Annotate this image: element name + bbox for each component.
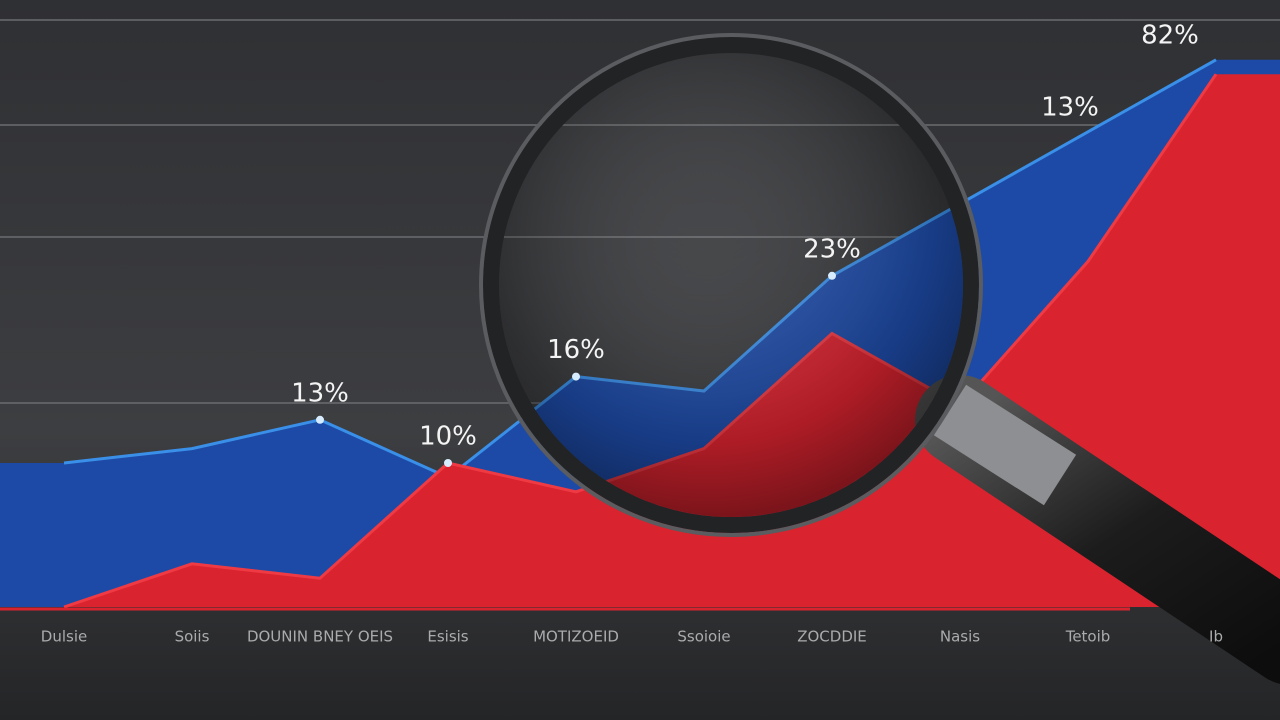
annotation: 13%: [1041, 93, 1099, 123]
point: [828, 271, 836, 280]
data-label: 16%: [547, 335, 605, 365]
magnifier: [479, 33, 1280, 684]
x-tick-label: ZOCDDIE: [797, 628, 867, 646]
x-tick-label: MOTIZOEID: [533, 628, 619, 646]
point: [444, 459, 452, 467]
data-label: 13%: [291, 378, 349, 408]
x-tick-label: Dulsie: [41, 628, 87, 646]
annotation: 82%: [1141, 21, 1199, 51]
labels: 13% 16% 23% 10% Dulsie Soiis DOUNIN BNEY OEIS E…: [41, 21, 1223, 646]
x-tick-label: Ssoioie: [677, 628, 730, 646]
point: [572, 372, 580, 381]
x-tick-label: Nasis: [940, 628, 980, 646]
point: [316, 415, 324, 424]
x-tick-label: Esisis: [427, 628, 468, 646]
x-tick-label: Tetoib: [1065, 628, 1111, 646]
ferrule: [933, 384, 1077, 506]
lens-rim: [483, 37, 979, 533]
x-tick-label: Ib: [1209, 628, 1223, 646]
lens-rim-edge: [479, 33, 983, 537]
data-label: 10%: [419, 422, 477, 452]
lens: [499, 53, 963, 517]
x-tick-label: Soiis: [175, 628, 210, 646]
x-tick-label: DOUNIN BNEY OEIS: [247, 628, 393, 646]
data-label: 23%: [803, 234, 861, 264]
